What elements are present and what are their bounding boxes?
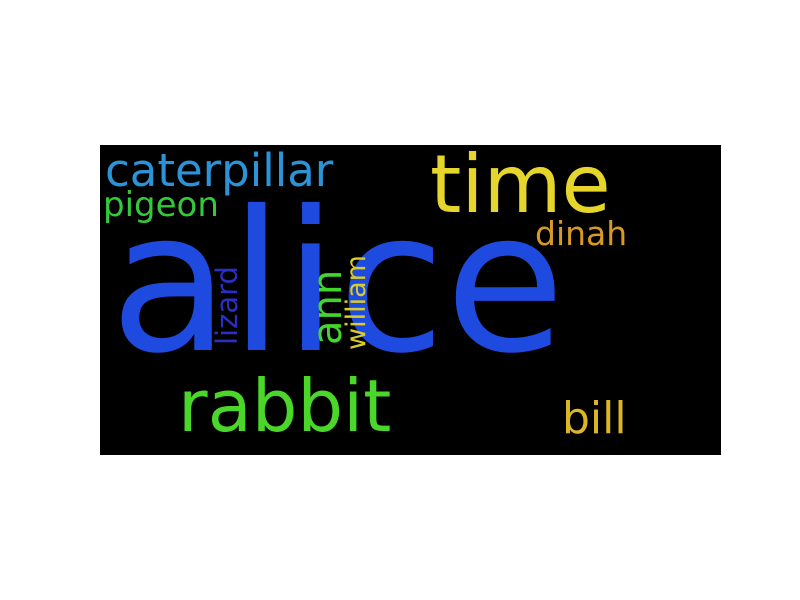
word-time: time (430, 145, 611, 225)
word-bill: bill (562, 397, 627, 441)
word-dinah: dinah (535, 217, 627, 250)
word-cloud-image: alice time caterpillar pigeon rabbit bil… (100, 145, 721, 455)
word-rabbit: rabbit (178, 370, 391, 442)
word-william: william (343, 255, 370, 350)
word-lizard: lizard (213, 266, 242, 345)
word-pigeon: pigeon (103, 188, 219, 222)
